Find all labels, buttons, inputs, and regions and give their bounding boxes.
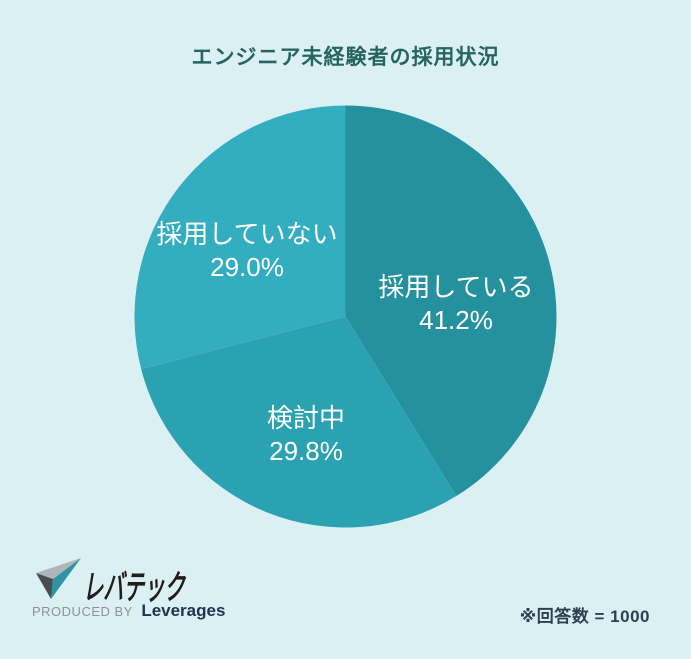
slice-label-2: 採用していない	[156, 219, 337, 249]
slice-value-0: 41.2%	[419, 305, 493, 335]
produced-by-line: PRODUCED BY Leverages	[32, 601, 225, 621]
levtech-logo-icon	[36, 558, 81, 599]
slice-value-2: 29.0%	[210, 252, 284, 282]
produced-by-label: PRODUCED BY	[32, 604, 133, 619]
pie-slice-0	[345, 105, 557, 497]
pie-slice-2	[134, 105, 346, 369]
slice-label-0: 採用している	[378, 272, 533, 302]
pie-slice-1	[141, 316, 457, 528]
levtech-logo: レバテック PRODUCED BY Leverages	[30, 554, 230, 620]
company-name: Leverages	[141, 601, 226, 620]
slice-label-1: 検討中	[267, 403, 345, 433]
slice-value-1: 29.8%	[269, 436, 343, 466]
chart-title: エンジニア未経験者の採用状況	[191, 46, 500, 69]
respondent-count-note: ※回答数 = 1000	[519, 607, 650, 626]
